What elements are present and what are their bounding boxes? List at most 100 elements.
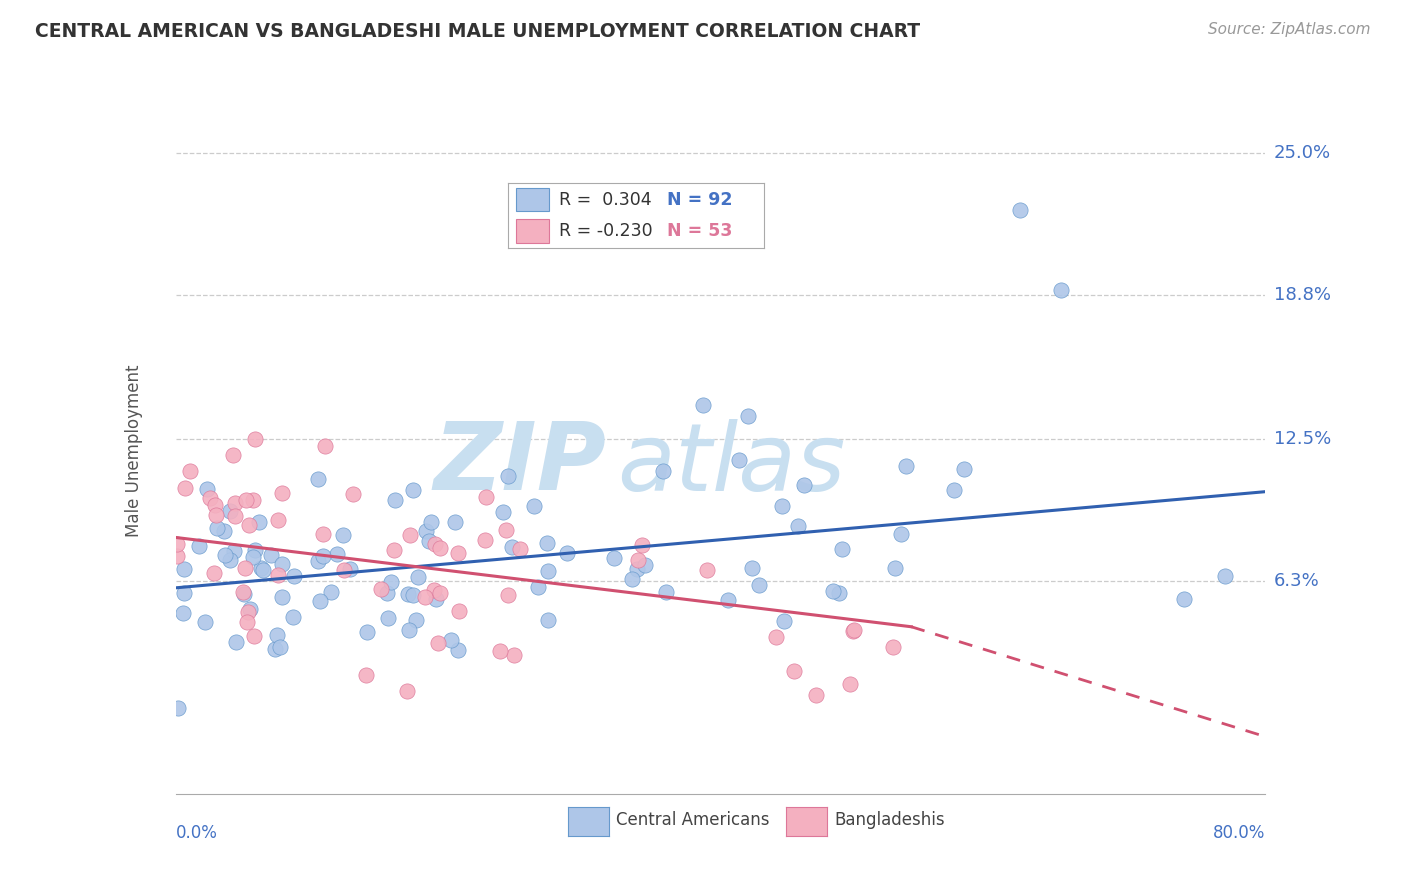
Point xyxy=(603,551,626,566)
Point xyxy=(748,577,770,591)
Bar xyxy=(516,188,550,211)
Point xyxy=(839,677,862,691)
Point xyxy=(263,642,285,657)
Point xyxy=(621,573,644,587)
Point xyxy=(401,589,423,603)
Point xyxy=(1010,203,1032,218)
Text: 18.8%: 18.8% xyxy=(1274,285,1330,304)
Point xyxy=(501,540,523,554)
Point xyxy=(804,689,827,703)
Point xyxy=(332,528,354,542)
Point xyxy=(173,562,195,576)
Point xyxy=(269,640,291,655)
Point xyxy=(224,508,246,523)
Point xyxy=(831,541,853,556)
Point xyxy=(406,570,429,584)
Text: N = 92: N = 92 xyxy=(666,191,733,209)
Point xyxy=(440,632,463,647)
Point xyxy=(283,568,305,582)
Point xyxy=(741,561,763,575)
Point xyxy=(447,604,470,618)
Point xyxy=(339,562,361,576)
Text: Male Unemployment: Male Unemployment xyxy=(125,364,143,537)
Point xyxy=(219,504,242,518)
Point xyxy=(382,543,405,558)
Point xyxy=(219,553,242,567)
Point xyxy=(224,496,246,510)
Point xyxy=(333,563,356,577)
Text: Central Americans: Central Americans xyxy=(616,811,769,829)
Point xyxy=(793,477,815,491)
Point xyxy=(243,629,266,643)
Point xyxy=(446,643,468,657)
Point xyxy=(489,643,512,657)
Point xyxy=(307,472,329,486)
Text: 25.0%: 25.0% xyxy=(1274,144,1331,161)
Point xyxy=(204,498,226,512)
Point xyxy=(198,491,221,506)
Point xyxy=(413,591,436,605)
Point xyxy=(770,500,793,514)
Point xyxy=(204,508,226,522)
Point xyxy=(423,583,446,598)
Point xyxy=(1213,569,1236,583)
Point xyxy=(446,545,468,559)
Point xyxy=(405,613,427,627)
Point xyxy=(312,527,335,541)
Point xyxy=(194,615,217,630)
Point xyxy=(342,487,364,501)
Point xyxy=(502,648,524,662)
Point xyxy=(842,624,865,638)
Point xyxy=(882,640,904,655)
Point xyxy=(787,519,810,533)
Point xyxy=(233,586,256,600)
Point xyxy=(249,560,271,574)
Point xyxy=(536,536,558,550)
Point xyxy=(172,606,194,620)
Point xyxy=(312,549,335,563)
Point xyxy=(375,585,398,599)
Text: Bangladeshis: Bangladeshis xyxy=(834,811,945,829)
Point xyxy=(370,582,392,596)
Point xyxy=(396,587,419,601)
Point xyxy=(270,485,292,500)
Point xyxy=(167,701,190,715)
Point xyxy=(716,593,738,607)
Point xyxy=(356,625,378,640)
Point xyxy=(179,464,201,478)
Point xyxy=(652,464,675,478)
Point xyxy=(235,492,257,507)
Point xyxy=(232,585,254,599)
Point xyxy=(526,580,548,594)
Point xyxy=(626,562,648,576)
Text: 80.0%: 80.0% xyxy=(1213,824,1265,842)
Point xyxy=(555,546,578,560)
Point xyxy=(402,483,425,497)
Text: atlas: atlas xyxy=(617,418,845,509)
Point xyxy=(429,541,451,555)
Point xyxy=(634,558,657,573)
Text: ZIP: ZIP xyxy=(433,418,606,510)
Bar xyxy=(516,219,550,243)
Point xyxy=(420,515,443,529)
Point xyxy=(429,585,451,599)
Point xyxy=(243,432,266,446)
Point xyxy=(765,630,787,644)
Point xyxy=(496,469,519,483)
Text: N = 53: N = 53 xyxy=(666,222,733,240)
Point xyxy=(249,516,271,530)
Point xyxy=(166,549,188,564)
Text: Source: ZipAtlas.com: Source: ZipAtlas.com xyxy=(1208,22,1371,37)
Point xyxy=(953,462,976,476)
Point xyxy=(884,561,907,575)
Point xyxy=(188,539,211,553)
Point xyxy=(166,537,188,551)
Point xyxy=(356,668,378,682)
Point xyxy=(728,453,751,467)
Point xyxy=(418,533,440,548)
Point xyxy=(195,482,218,496)
Point xyxy=(307,554,329,568)
Point xyxy=(242,492,264,507)
Point xyxy=(398,624,420,638)
Point xyxy=(224,544,246,558)
